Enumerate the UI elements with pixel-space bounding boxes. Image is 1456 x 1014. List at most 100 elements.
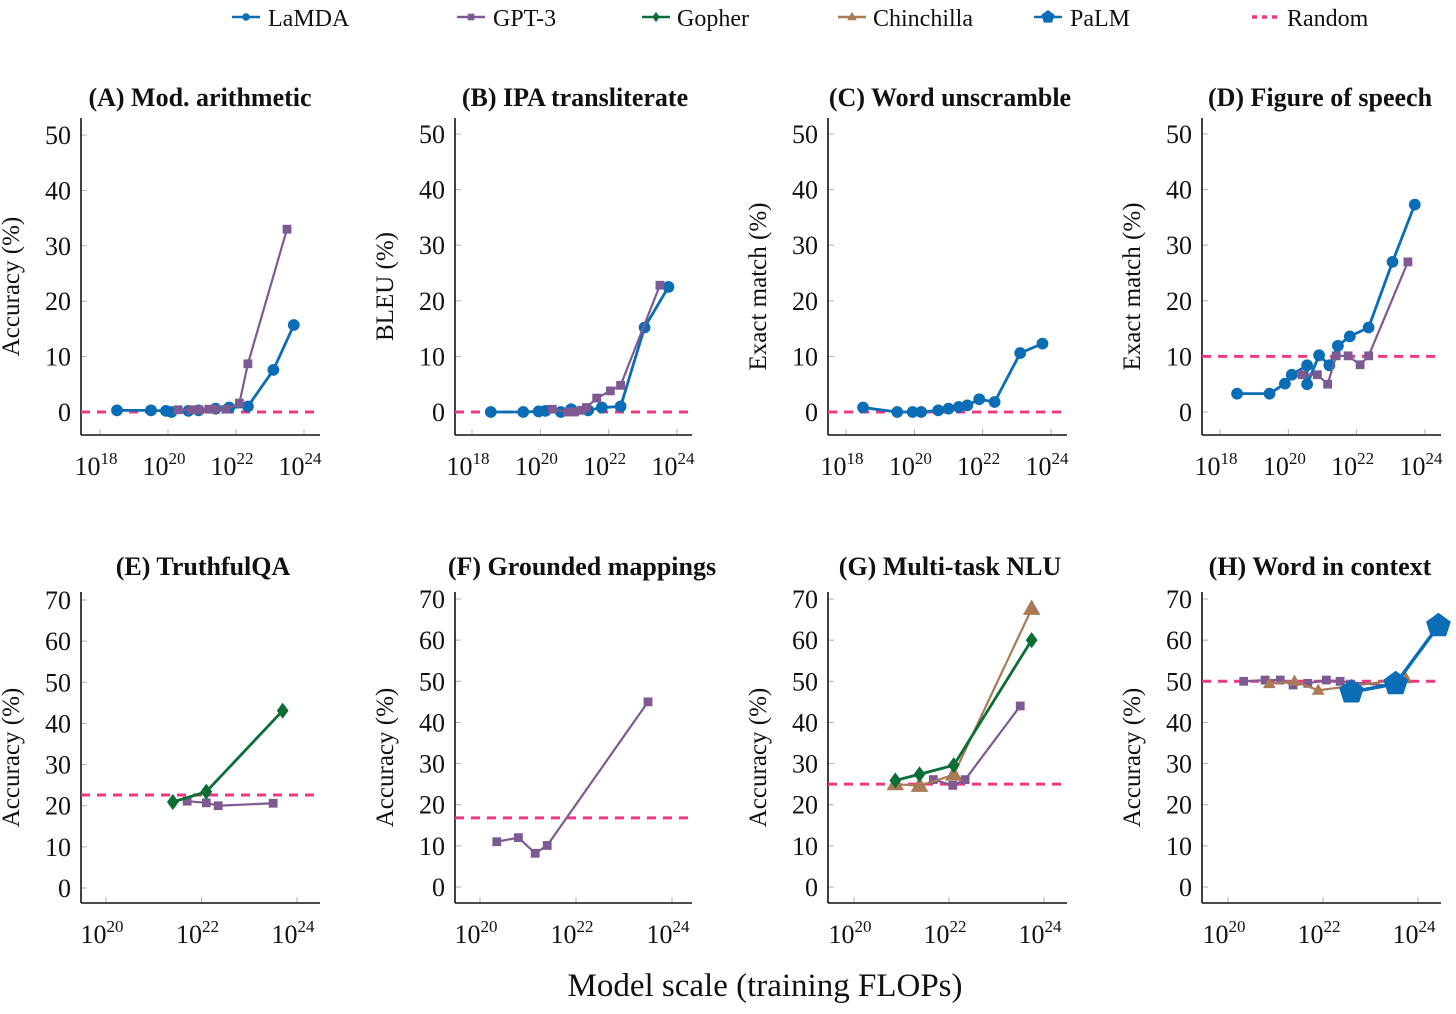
data-point [514,833,523,843]
data-point [1311,683,1325,695]
y-tick-label: 20 [419,287,445,316]
series-lamda [111,319,300,418]
series-gpt-3 [182,796,278,811]
data-point [1335,676,1345,686]
x-tick-label: 1022 [1331,449,1374,481]
y-tick-label: 20 [419,791,445,820]
legend-marker-triangle [847,11,857,21]
data-point [1015,701,1025,711]
legend-item-palm: PaLM [1034,6,1130,32]
legend-marker-square [467,13,475,21]
x-tick-label: 1020 [81,917,124,949]
x-tick-label: 1022 [176,917,219,949]
legend-item-lamda: LaMDA [232,6,350,32]
y-tick-label: 10 [1166,342,1192,371]
series-line [490,286,670,414]
data-point [517,406,530,418]
data-point [1339,678,1364,703]
data-point [1343,351,1353,361]
y-tick-label: 0 [58,398,71,427]
y-tick-label: 60 [45,627,71,656]
y-tick-label: 0 [1179,398,1192,427]
legend-label: Gopher [677,6,749,32]
y-axis-label: Exact match (%) [1119,203,1146,371]
data-point [1285,368,1298,381]
data-point [268,798,278,808]
data-point [1386,255,1399,268]
y-tick-label: 0 [805,873,818,902]
y-tick-label: 40 [792,708,818,737]
data-point [1313,349,1325,362]
y-tick-label: 0 [432,398,445,427]
x-tick-label: 1024 [1400,449,1444,481]
data-point [1343,330,1356,343]
data-point [616,380,626,390]
data-point [857,401,869,414]
series-line [894,639,1033,782]
panel-title: (E) TruthfulQA [116,552,291,581]
series-line [1269,677,1407,692]
y-axis-label: Exact match (%) [745,203,772,371]
legend-marker-diamond [652,11,660,23]
legend-item-random: Random [1252,6,1369,32]
legend-label: Random [1287,6,1369,32]
y-tick-label: 60 [419,626,445,655]
series-line [1302,261,1409,386]
y-tick-label: 10 [792,832,818,861]
data-point [111,404,123,417]
y-tick-label: 50 [792,667,818,696]
data-point [1303,678,1313,688]
series-lamda [857,337,1049,418]
data-point [201,798,211,808]
data-point [287,319,300,331]
x-tick-label: 1024 [1019,917,1063,949]
data-point [1275,675,1285,685]
y-axis-label: Accuracy (%) [372,688,399,828]
data-point [1331,351,1341,361]
legend-marker-pentagon [1041,10,1055,23]
data-point [145,404,157,417]
data-point [1022,599,1041,615]
x-tick-label: 1020 [889,449,932,481]
data-point [1331,339,1344,352]
data-point [614,400,627,413]
y-tick-label: 0 [1179,873,1192,902]
x-tick-label: 1024 [647,917,691,949]
series-chinchilla [886,599,1041,792]
y-tick-label: 20 [45,287,71,316]
data-point [948,780,958,790]
y-tick-label: 30 [45,232,71,261]
y-tick-label: 10 [45,833,71,862]
y-tick-label: 40 [419,708,445,737]
x-tick-label: 1020 [1263,449,1306,481]
series-gopher [889,632,1038,789]
series-lamda [1231,198,1421,400]
y-tick-label: 50 [45,121,71,150]
y-tick-label: 60 [1166,626,1192,655]
data-point [213,801,223,811]
series-palm [1339,612,1451,703]
data-point [889,772,902,789]
y-tick-label: 60 [792,626,818,655]
data-point [1297,370,1307,380]
y-tick-label: 20 [1166,287,1192,316]
data-point [282,224,292,234]
data-point [1231,387,1243,400]
data-point [605,386,615,396]
y-tick-label: 70 [419,585,445,614]
panel-title: (B) IPA transliterate [462,83,688,112]
data-point [484,406,497,418]
y-tick-label: 30 [419,750,445,779]
series-gpt-3 [547,280,665,417]
panel-title: (A) Mod. arithmetic [88,83,311,112]
data-point [1364,351,1374,361]
series-chinchilla [1262,672,1413,695]
data-point [530,848,540,858]
data-point [932,404,945,417]
